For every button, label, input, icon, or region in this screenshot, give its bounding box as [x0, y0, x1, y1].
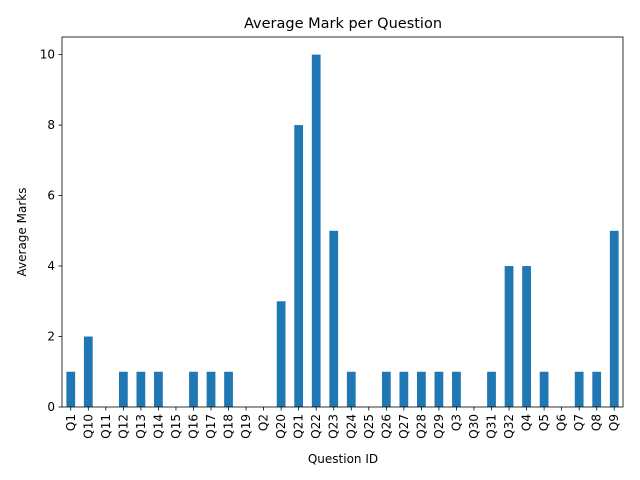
x-tick-label: Q5 [537, 414, 551, 431]
x-tick-label: Q3 [449, 414, 463, 431]
x-tick-label: Q14 [151, 414, 165, 439]
bar-q21 [294, 125, 304, 407]
y-axis-label: Average Marks [15, 188, 29, 277]
x-tick-label: Q18 [222, 414, 236, 439]
bar-q27 [399, 371, 409, 407]
x-tick-label: Q26 [379, 414, 393, 439]
y-tick-label: 2 [47, 330, 55, 344]
x-tick-label: Q30 [467, 414, 481, 439]
x-tick-label: Q2 [257, 414, 271, 431]
bar-q22 [311, 54, 321, 407]
bar-q23 [329, 230, 339, 407]
y-tick-label: 6 [47, 189, 55, 203]
bar-q26 [381, 371, 391, 407]
bar-q28 [417, 371, 426, 407]
x-tick-label: Q24 [344, 414, 358, 439]
plot-frame [61, 36, 624, 408]
x-tick-label: Q32 [502, 414, 516, 439]
bar-q3 [452, 371, 461, 407]
x-tick-label: Q23 [327, 414, 341, 439]
x-tick-label: Q25 [362, 414, 376, 439]
x-tick-label: Q27 [397, 414, 411, 439]
chart-title: Average Mark per Question [244, 16, 442, 32]
x-axis-ticks: Q1 Q10 Q11 Q12 Q13 Q14 Q15 Q16 Q17 Q18 Q19 Q2 Q20 Q21… [64, 407, 621, 439]
bars-group [66, 54, 619, 407]
x-tick-label: Q31 [485, 414, 499, 439]
bar-q18 [224, 371, 233, 407]
bar-q32 [504, 266, 514, 407]
y-tick-label: 8 [47, 118, 55, 132]
bar-q5 [539, 371, 549, 407]
bar-q20 [276, 301, 286, 407]
bar-q4 [522, 266, 531, 407]
x-tick-label: Q20 [274, 414, 288, 439]
bar-q14 [154, 371, 163, 407]
x-tick-label: Q12 [116, 414, 130, 439]
x-tick-label: Q28 [414, 414, 428, 439]
x-tick-label: Q21 [292, 414, 306, 439]
bar-q8 [592, 371, 602, 407]
bar-q16 [189, 371, 198, 407]
bar-q10 [83, 336, 93, 407]
x-tick-label: Q10 [81, 414, 95, 439]
x-tick-label: Q4 [520, 414, 534, 431]
x-tick-label: Q13 [134, 414, 148, 439]
x-tick-label: Q6 [555, 414, 569, 431]
bar-q1 [66, 371, 76, 407]
x-tick-label: Q16 [186, 414, 200, 439]
x-axis-label: Question ID [308, 452, 378, 466]
y-tick-label: 0 [47, 400, 55, 414]
x-tick-label: Q11 [99, 414, 113, 439]
x-tick-label: Q17 [204, 414, 218, 439]
y-tick-label: 10 [40, 48, 55, 62]
bar-q29 [434, 371, 444, 407]
x-tick-label: Q8 [590, 414, 604, 431]
bar-q13 [136, 371, 146, 407]
x-tick-label: Q22 [309, 414, 323, 439]
x-tick-label: Q15 [169, 414, 183, 439]
bar-q12 [118, 371, 128, 407]
x-tick-label: Q1 [64, 414, 78, 431]
x-tick-label: Q9 [607, 414, 621, 431]
bar-q7 [574, 371, 584, 407]
x-tick-label: Q29 [432, 414, 446, 439]
bar-q17 [206, 371, 216, 407]
y-axis-ticks: 0 2 4 6 8 10 [40, 48, 62, 414]
bar-q31 [487, 371, 496, 407]
x-tick-label: Q7 [572, 414, 586, 431]
x-tick-label: Q19 [239, 414, 253, 439]
bar-q24 [346, 371, 356, 407]
bar-q9 [609, 230, 619, 407]
y-tick-label: 4 [47, 259, 55, 273]
